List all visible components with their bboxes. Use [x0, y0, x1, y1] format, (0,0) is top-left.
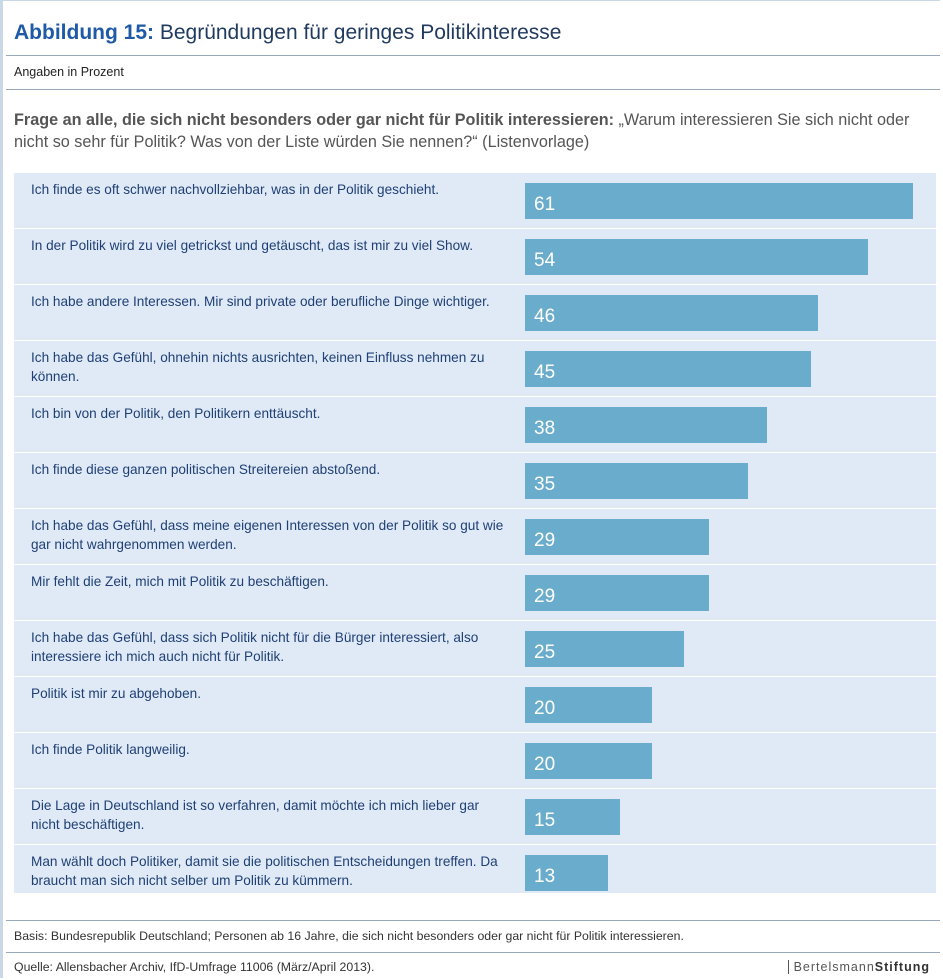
brand-logo: BertelsmannStiftung [787, 960, 930, 974]
bar: 15 [525, 799, 621, 835]
data-label: 46 [534, 306, 556, 327]
bar: 61 [525, 183, 913, 219]
bar: 13 [525, 855, 608, 891]
category-label: Die Lage in Deutschland ist so verfahren… [31, 798, 480, 832]
chart-row: Ich finde Politik langweilig. 20 [14, 733, 936, 789]
chart-row: Die Lage in Deutschland ist so verfahren… [14, 789, 936, 845]
category-label: Man wählt doch Politiker, damit sie die … [31, 854, 498, 888]
bar: 20 [525, 687, 653, 723]
bar: 29 [525, 575, 710, 611]
category-label: Politik ist mir zu abgehoben. [31, 686, 202, 701]
category-label: Ich finde diese ganzen politischen Strei… [31, 462, 381, 477]
bar-chart: Ich finde es oft schwer nachvollziehbar,… [14, 173, 936, 901]
source-note: Quelle: Allensbacher Archiv, IfD-Umfrage… [14, 960, 375, 974]
data-label: 54 [534, 250, 556, 271]
chart-row: Ich habe das Gefühl, ohnehin nichts ausr… [14, 341, 936, 397]
chart-row: Ich habe das Gefühl, dass sich Politik n… [14, 621, 936, 677]
chart-row: Ich habe andere Interessen. Mir sind pri… [14, 285, 936, 341]
chart-subtitle: Angaben in Prozent [14, 65, 124, 79]
category-label: In der Politik wird zu viel getrickst un… [31, 238, 473, 253]
category-label: Ich finde Politik langweilig. [31, 742, 190, 757]
bar: 20 [525, 743, 653, 779]
subtitle-row: Angaben in Prozent [6, 57, 940, 90]
data-label: 29 [534, 530, 556, 551]
data-label: 20 [534, 754, 556, 775]
data-label: 45 [534, 362, 556, 383]
bar: 35 [525, 463, 748, 499]
bar: 38 [525, 407, 767, 443]
bar: 46 [525, 295, 818, 331]
chart-row: In der Politik wird zu viel getrickst un… [14, 229, 936, 285]
question-lead: Frage an alle, die sich nicht besonders … [14, 111, 614, 129]
category-label: Ich habe das Gefühl, dass meine eigenen … [31, 518, 504, 552]
category-label: Ich habe das Gefühl, ohnehin nichts ausr… [31, 350, 485, 384]
data-label: 29 [534, 586, 556, 607]
brand-light: Bertelsmann [793, 960, 875, 974]
data-label: 38 [534, 418, 556, 439]
data-label: 61 [534, 194, 556, 215]
data-label: 35 [534, 474, 556, 495]
chart-row: Ich finde diese ganzen politischen Strei… [14, 453, 936, 509]
chart-row: Ich bin von der Politik, den Politikern … [14, 397, 936, 453]
question-text: „Warum interessieren Sie sich nicht oder… [14, 111, 910, 151]
data-label: 13 [534, 866, 556, 887]
chart-row: Politik ist mir zu abgehoben. 20 [14, 677, 936, 733]
figure-label: Abbildung 15: [14, 21, 154, 44]
data-label: 15 [534, 810, 556, 831]
bar: 54 [525, 239, 869, 275]
basis-row: Basis: Bundesrepublik Deutschland; Perso… [6, 920, 940, 953]
basis-note: Basis: Bundesrepublik Deutschland; Perso… [14, 929, 684, 943]
category-label: Ich finde es oft schwer nachvollziehbar,… [31, 182, 440, 197]
chart-row: Mir fehlt die Zeit, mich mit Politik zu … [14, 565, 936, 621]
title-bar: Abbildung 15: Begründungen für geringes … [6, 15, 940, 56]
bar: 25 [525, 631, 685, 667]
brand-bold: Stiftung [874, 960, 930, 974]
bar: 29 [525, 519, 710, 555]
category-label: Mir fehlt die Zeit, mich mit Politik zu … [31, 574, 329, 589]
survey-question: Frage an alle, die sich nicht besonders … [14, 109, 914, 153]
chart-row: Man wählt doch Politiker, damit sie die … [14, 845, 936, 901]
title-text: Begründungen für geringes Politikinteres… [159, 21, 562, 44]
category-label: Ich habe das Gefühl, dass sich Politik n… [31, 630, 479, 664]
data-label: 25 [534, 642, 556, 663]
chart-row: Ich habe das Gefühl, dass meine eigenen … [14, 509, 936, 565]
category-label: Ich habe andere Interessen. Mir sind pri… [31, 294, 490, 309]
category-label: Ich bin von der Politik, den Politikern … [31, 406, 321, 421]
chart-title: Abbildung 15: Begründungen für geringes … [14, 21, 561, 45]
bar: 45 [525, 351, 812, 387]
chart-row: Ich finde es oft schwer nachvollziehbar,… [14, 173, 936, 229]
data-label: 20 [534, 698, 556, 719]
